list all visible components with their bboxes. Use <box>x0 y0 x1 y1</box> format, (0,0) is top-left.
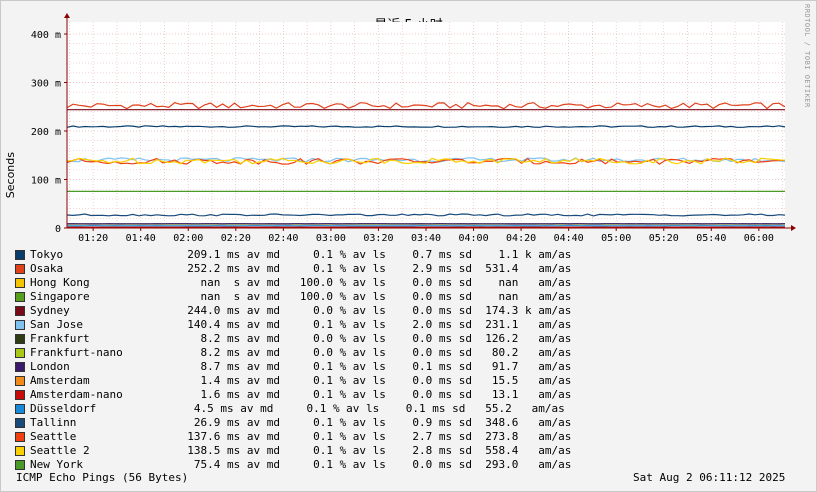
legend-swatch <box>15 362 25 372</box>
legend-swatch <box>15 418 25 428</box>
legend-stats: 4.5 ms av md 0.1 % av ls 0.1 ms sd 55.2 … <box>174 402 565 415</box>
legend-swatch <box>15 264 25 274</box>
legend-swatch <box>15 432 25 442</box>
x-tick-label: 01:20 <box>78 233 108 244</box>
legend-row: Hong Kong nan s av md 100.0 % av ls 0.0 … <box>15 276 805 290</box>
x-tick-label: 05:20 <box>649 233 679 244</box>
legend-row: Frankfurt-nano 8.2 ms av md 0.0 % av ls … <box>15 346 805 360</box>
y-tick-label: 300 m <box>31 79 61 90</box>
legend-row: Singapore nan s av md 100.0 % av ls 0.0 … <box>15 290 805 304</box>
y-tick-label: 100 m <box>31 176 61 187</box>
series-line-tallinn <box>66 213 786 217</box>
y-tick-label: 0 <box>55 224 61 235</box>
legend-stats: 252.2 ms av md 0.1 % av ls 2.9 ms sd 531… <box>174 262 572 275</box>
series-line-tokyo <box>66 125 786 128</box>
legend-row: Seattle 2 138.5 ms av md 0.1 % av ls 2.8… <box>15 444 805 458</box>
x-tick-label: 03:40 <box>411 233 441 244</box>
x-tick-label: 04:40 <box>554 233 584 244</box>
plot-area: 0 100 m 200 m 300 m 400 m 01:20 01:40 02:00 02:2… <box>31 13 796 244</box>
legend-swatch <box>15 460 25 470</box>
y-tick-label: 200 m <box>31 127 61 138</box>
legend-row: Düsseldorf 4.5 ms av md 0.1 % av ls 0.1 … <box>15 402 805 416</box>
legend-row: Tokyo 209.1 ms av md 0.1 % av ls 0.7 ms … <box>15 248 805 262</box>
legend-stats: 8.2 ms av md 0.0 % av ls 0.0 ms sd 80.2 … <box>174 346 572 359</box>
legend-stats: 8.7 ms av md 0.1 % av ls 0.1 ms sd 91.7 … <box>174 360 572 373</box>
legend-swatch <box>15 320 25 330</box>
legend-name: Hong Kong <box>30 276 90 289</box>
x-tick-label: 02:40 <box>268 233 298 244</box>
legend-name: San Jose <box>30 318 83 331</box>
legend-row: San Jose 140.4 ms av md 0.1 % av ls 2.0 … <box>15 318 805 332</box>
y-tick-label: 400 m <box>31 30 61 41</box>
legend-name: Düsseldorf <box>30 402 97 415</box>
rrdtool-watermark: RRDTOOL / TOBI OETIKER <box>803 4 811 108</box>
legend-name: London <box>30 360 70 373</box>
legend-name: Osaka <box>30 262 64 275</box>
x-tick-label: 05:00 <box>601 233 631 244</box>
legend-stats: 209.1 ms av md 0.1 % av ls 0.7 ms sd 1.1… <box>174 248 572 261</box>
footer-description: ICMP Echo Pings (56 Bytes) <box>16 471 189 484</box>
legend: Tokyo 209.1 ms av md 0.1 % av ls 0.7 ms … <box>15 248 805 472</box>
legend-name: Seattle <box>30 430 77 443</box>
legend-stats: 244.0 ms av md 0.0 % av ls 0.0 ms sd 174… <box>174 304 572 317</box>
x-tick-label: 03:00 <box>316 233 346 244</box>
footer-timestamp: Sat Aug 2 06:11:12 2025 <box>633 471 786 484</box>
legend-swatch <box>15 390 25 400</box>
legend-stats: 1.6 ms av md 0.1 % av ls 0.0 ms sd 13.1 … <box>174 388 572 401</box>
y-axis-arrow <box>64 13 70 18</box>
legend-swatch <box>15 376 25 386</box>
legend-row: Osaka 252.2 ms av md 0.1 % av ls 2.9 ms … <box>15 262 805 276</box>
legend-stats: 140.4 ms av md 0.1 % av ls 2.0 ms sd 231… <box>174 318 572 331</box>
legend-swatch <box>15 446 25 456</box>
legend-stats: 137.6 ms av md 0.1 % av ls 2.7 ms sd 273… <box>174 430 572 443</box>
x-tick-label: 05:40 <box>696 233 726 244</box>
legend-swatch <box>15 306 25 316</box>
legend-row: New York 75.4 ms av md 0.1 % av ls 0.0 m… <box>15 458 805 472</box>
legend-name: Frankfurt-nano <box>30 346 123 359</box>
legend-stats: 75.4 ms av md 0.1 % av ls 0.0 ms sd 293.… <box>174 458 572 471</box>
x-tick-label: 02:20 <box>221 233 251 244</box>
legend-row: Tallinn 26.9 ms av md 0.1 % av ls 0.9 ms… <box>15 416 805 430</box>
legend-name: Tallinn <box>30 416 77 429</box>
legend-swatch <box>15 404 25 414</box>
series-line-seattle-2 <box>67 157 786 165</box>
legend-name: Amsterdam <box>30 374 90 387</box>
x-axis-arrow <box>791 225 796 231</box>
legend-swatch <box>15 278 25 288</box>
legend-name: New York <box>30 458 83 471</box>
x-tick-label: 06:00 <box>744 233 774 244</box>
legend-stats: 8.2 ms av md 0.0 % av ls 0.0 ms sd 126.2… <box>174 332 572 345</box>
x-tick-label: 04:20 <box>506 233 536 244</box>
legend-name: Seattle 2 <box>30 444 90 457</box>
legend-row: London 8.7 ms av md 0.1 % av ls 0.1 ms s… <box>15 360 805 374</box>
legend-stats: 138.5 ms av md 0.1 % av ls 2.8 ms sd 558… <box>174 444 572 457</box>
legend-swatch <box>15 348 25 358</box>
x-tick-label: 03:20 <box>363 233 393 244</box>
legend-swatch <box>15 250 25 260</box>
legend-name: Sydney <box>30 304 70 317</box>
legend-name: Amsterdam-nano <box>30 388 123 401</box>
legend-row: Frankfurt 8.2 ms av md 0.0 % av ls 0.0 m… <box>15 332 805 346</box>
legend-row: Amsterdam-nano 1.6 ms av md 0.1 % av ls … <box>15 388 805 402</box>
legend-swatch <box>15 334 25 344</box>
legend-name: Singapore <box>30 290 90 303</box>
legend-stats: nan s av md 100.0 % av ls 0.0 ms sd nan … <box>174 276 572 289</box>
legend-stats: 26.9 ms av md 0.1 % av ls 0.9 ms sd 348.… <box>174 416 572 429</box>
series-line-seattle <box>66 157 786 165</box>
legend-name: Frankfurt <box>30 332 90 345</box>
legend-stats: nan s av md 100.0 % av ls 0.0 ms sd nan … <box>174 290 572 303</box>
legend-row: Amsterdam 1.4 ms av md 0.1 % av ls 0.0 m… <box>15 374 805 388</box>
legend-row: Seattle 137.6 ms av md 0.1 % av ls 2.7 m… <box>15 430 805 444</box>
series-line-osaka <box>66 101 786 110</box>
x-tick-label: 04:00 <box>458 233 488 244</box>
legend-swatch <box>15 292 25 302</box>
legend-stats: 1.4 ms av md 0.1 % av ls 0.0 ms sd 15.5 … <box>174 374 572 387</box>
legend-name: Tokyo <box>30 248 64 261</box>
x-tick-label: 02:00 <box>173 233 203 244</box>
x-tick-label: 01:40 <box>126 233 156 244</box>
legend-row: Sydney 244.0 ms av md 0.0 % av ls 0.0 ms… <box>15 304 805 318</box>
